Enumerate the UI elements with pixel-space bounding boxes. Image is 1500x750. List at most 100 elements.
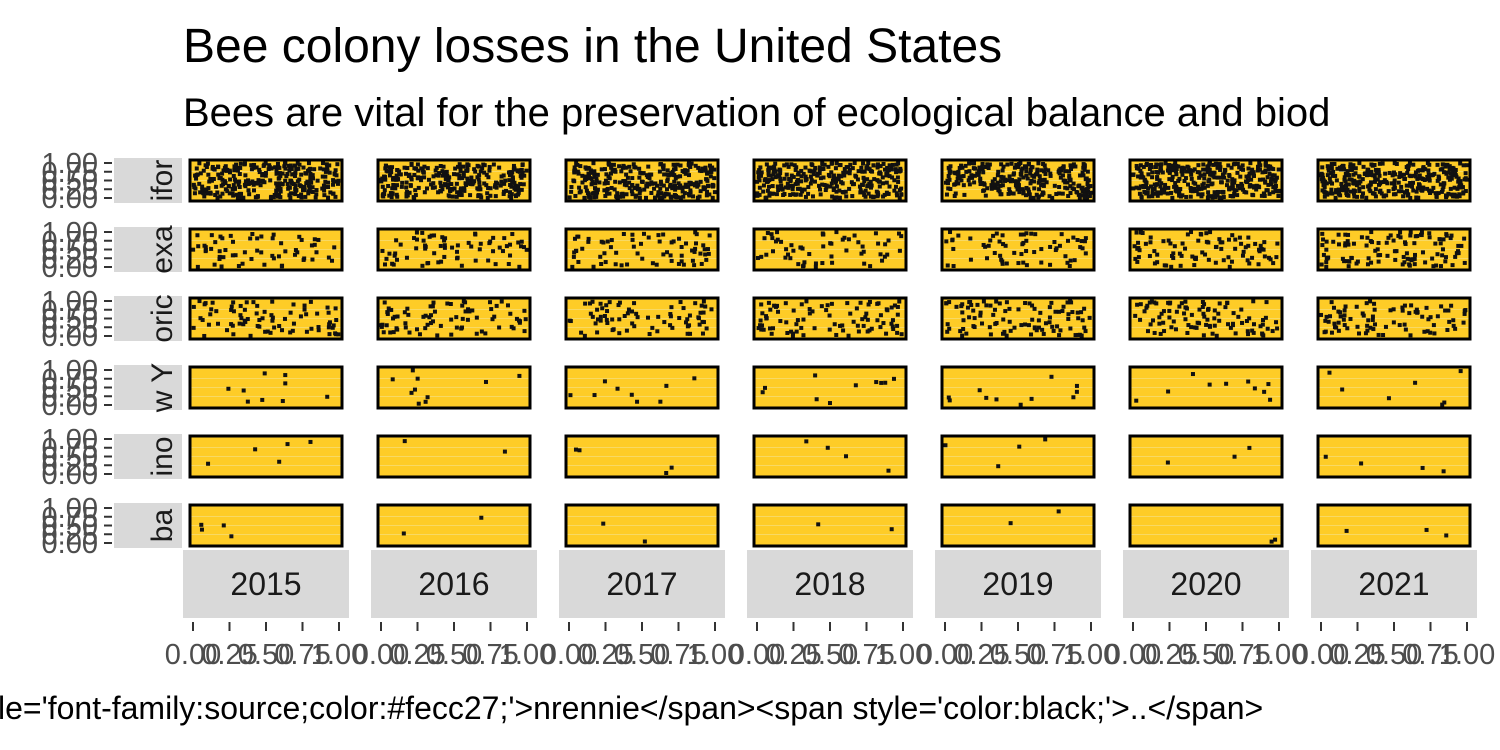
data-point bbox=[473, 258, 478, 263]
data-point bbox=[260, 316, 265, 321]
data-point bbox=[861, 323, 866, 328]
data-point bbox=[333, 306, 338, 311]
data-point bbox=[1233, 331, 1238, 336]
data-point bbox=[954, 304, 959, 309]
data-point bbox=[519, 244, 524, 249]
data-point bbox=[661, 163, 666, 168]
data-point bbox=[1438, 182, 1443, 187]
data-point bbox=[1215, 165, 1220, 170]
data-point bbox=[306, 191, 311, 196]
data-point bbox=[206, 461, 211, 466]
data-point bbox=[790, 192, 795, 197]
data-point bbox=[1461, 190, 1466, 195]
data-point bbox=[423, 313, 428, 318]
data-point bbox=[1241, 187, 1246, 192]
data-point bbox=[1217, 318, 1222, 323]
data-point bbox=[304, 171, 309, 176]
data-point bbox=[452, 172, 457, 177]
data-point bbox=[1247, 316, 1252, 321]
data-point bbox=[270, 315, 275, 320]
data-point bbox=[1162, 329, 1167, 334]
data-point bbox=[1037, 178, 1042, 183]
data-point bbox=[1065, 300, 1070, 305]
data-point bbox=[285, 442, 290, 447]
data-point bbox=[405, 306, 410, 311]
data-point bbox=[830, 194, 835, 199]
data-point bbox=[478, 169, 483, 174]
data-point bbox=[836, 177, 841, 182]
data-point bbox=[1177, 193, 1182, 198]
data-point bbox=[1000, 261, 1005, 266]
data-point bbox=[1319, 312, 1324, 317]
data-point bbox=[312, 237, 317, 242]
data-point bbox=[229, 322, 234, 327]
data-point bbox=[688, 188, 693, 193]
data-point bbox=[841, 170, 846, 175]
data-point bbox=[1355, 324, 1360, 329]
data-point bbox=[580, 246, 585, 251]
data-point bbox=[799, 325, 804, 330]
data-point bbox=[1206, 190, 1211, 195]
data-point bbox=[387, 173, 392, 178]
data-point bbox=[1376, 253, 1381, 258]
data-point bbox=[670, 325, 675, 330]
x-tick-label: 0.50 bbox=[426, 639, 482, 671]
data-point bbox=[765, 230, 770, 235]
data-point bbox=[1070, 310, 1075, 315]
data-point bbox=[1152, 249, 1157, 254]
data-point bbox=[1080, 318, 1085, 323]
data-point bbox=[277, 459, 282, 464]
data-point bbox=[657, 169, 662, 174]
data-point bbox=[1322, 189, 1327, 194]
data-point bbox=[895, 304, 900, 309]
data-point bbox=[1426, 317, 1431, 322]
panel-border bbox=[940, 227, 1096, 272]
data-point bbox=[1188, 169, 1193, 174]
data-point bbox=[1461, 163, 1466, 168]
data-point bbox=[813, 264, 818, 269]
data-point bbox=[878, 313, 883, 318]
data-point bbox=[759, 170, 764, 175]
data-point bbox=[275, 161, 280, 166]
data-point bbox=[1250, 167, 1255, 172]
data-point bbox=[664, 383, 669, 388]
data-point bbox=[1240, 253, 1245, 258]
data-point bbox=[650, 325, 655, 330]
data-point bbox=[1224, 183, 1229, 188]
data-point bbox=[302, 303, 307, 308]
data-point bbox=[847, 171, 852, 176]
data-point bbox=[1032, 306, 1037, 311]
data-point bbox=[464, 183, 469, 188]
data-point bbox=[865, 177, 870, 182]
data-point bbox=[624, 172, 629, 177]
data-point bbox=[1366, 184, 1371, 189]
data-point bbox=[465, 317, 470, 322]
data-point bbox=[603, 193, 608, 198]
panel-border bbox=[752, 158, 908, 203]
data-point bbox=[491, 162, 496, 167]
row-strip bbox=[114, 158, 182, 203]
data-point bbox=[818, 187, 823, 192]
data-point bbox=[960, 333, 965, 338]
data-point bbox=[1152, 261, 1157, 266]
data-point bbox=[1032, 250, 1037, 255]
data-point bbox=[1136, 255, 1141, 260]
data-point bbox=[1257, 177, 1262, 182]
data-point bbox=[1408, 233, 1413, 238]
data-point bbox=[432, 251, 437, 256]
data-point bbox=[1073, 333, 1078, 338]
data-point bbox=[1340, 188, 1345, 193]
data-point bbox=[1158, 184, 1163, 189]
data-point bbox=[422, 190, 427, 195]
data-point bbox=[1321, 237, 1326, 242]
data-point bbox=[270, 318, 275, 323]
panel-border bbox=[752, 227, 908, 272]
data-point bbox=[1067, 263, 1072, 268]
data-point bbox=[1041, 331, 1046, 336]
data-point bbox=[1464, 163, 1469, 168]
data-point bbox=[1189, 230, 1194, 235]
data-point bbox=[314, 192, 319, 197]
data-point bbox=[706, 251, 711, 256]
data-point bbox=[1269, 539, 1274, 544]
data-point bbox=[202, 243, 207, 248]
